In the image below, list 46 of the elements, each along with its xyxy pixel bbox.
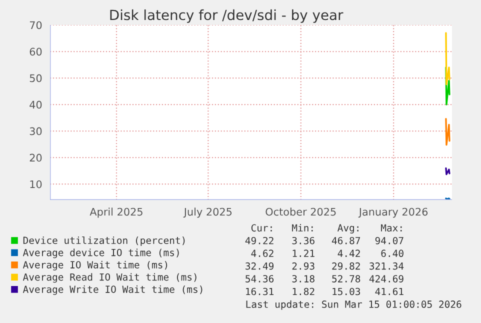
y-tick-label: 10: [30, 180, 42, 188]
y-tick-label: 50: [30, 74, 42, 82]
text: 32.49: [246, 262, 274, 270]
text: 3.36: [292, 236, 314, 244]
text: 4.62: [251, 250, 274, 258]
line-series: [445, 66, 450, 106]
text: Avg:: [338, 224, 358, 234]
text: 29.82: [332, 262, 360, 270]
text: 4.42: [338, 250, 360, 257]
y-tick-label: 30: [30, 127, 42, 136]
x-tick-label: October 2025: [266, 208, 336, 216]
text: 15.03: [332, 288, 360, 296]
text: 54.36: [246, 275, 274, 282]
text: 321.34: [370, 262, 404, 270]
x-tick-label: April 2025: [90, 208, 142, 218]
x-tick-label: July 2025: [183, 208, 232, 218]
chart-title: Disk latency for /dev/sdi - by year: [110, 9, 344, 23]
line-series: [445, 118, 450, 146]
text: Max:: [381, 224, 402, 232]
text: 49.22: [245, 236, 274, 244]
text: Last update: Sun Mar 15 01:00:05 2026: [246, 300, 462, 310]
legend-label: Average device IO time (ms): [22, 248, 179, 258]
y-tick-label: 70: [30, 21, 42, 30]
text: 1.82: [292, 288, 314, 296]
line-series: [445, 32, 450, 86]
text: 46.87: [332, 236, 360, 244]
line-series: [445, 167, 450, 176]
text: 52.78: [332, 275, 360, 282]
y-tick-label: 60: [30, 48, 42, 56]
text: 94.07: [375, 236, 404, 244]
text: 424.69: [369, 275, 404, 282]
text: Cur:: [251, 224, 272, 232]
text: 2.93: [292, 262, 314, 270]
legend-label: Average Read IO Wait time (ms): [22, 273, 196, 283]
text: Min:: [292, 224, 313, 232]
y-tick-label: 40: [30, 100, 42, 109]
legend-label: Average Write IO Wait time (ms): [22, 285, 202, 295]
text: 3.18: [292, 275, 314, 282]
text: 41.61: [375, 288, 404, 296]
legend-label: Average IO Wait time (ms): [22, 260, 168, 270]
text: 6.40: [381, 250, 404, 258]
text: 16.31: [246, 288, 274, 296]
x-tick-label: January 2026: [358, 208, 428, 218]
text: 1.21: [292, 250, 314, 257]
y-tick-label: 20: [30, 154, 42, 162]
legend-label: Device utilization (percent): [23, 236, 185, 246]
